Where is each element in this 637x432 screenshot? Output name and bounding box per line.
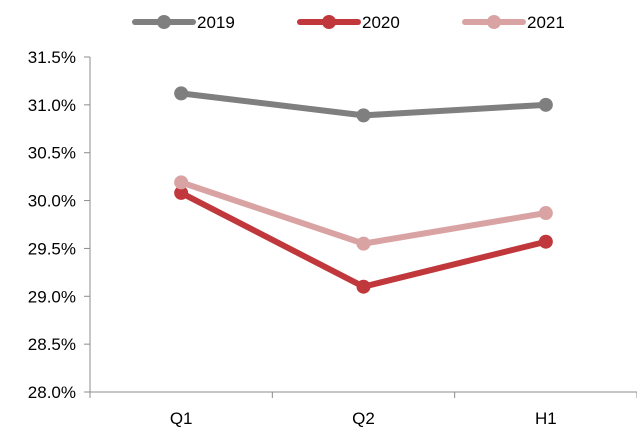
data-point <box>174 86 189 101</box>
data-point <box>538 234 553 249</box>
legend-swatch-marker <box>322 15 336 29</box>
data-point <box>174 185 189 200</box>
legend-label: 2020 <box>362 13 400 32</box>
legend-item-2021: 2021 <box>462 13 565 32</box>
series-2019 <box>174 86 553 123</box>
y-tick-label: 28.0% <box>28 383 76 402</box>
y-tick-label: 29.5% <box>28 239 76 258</box>
y-tick-label: 31.0% <box>28 96 76 115</box>
x-tick-label: H1 <box>535 409 557 428</box>
y-tick-label: 28.5% <box>28 335 76 354</box>
data-point <box>356 108 371 123</box>
x-tick-label: Q1 <box>170 409 193 428</box>
data-point <box>538 206 553 221</box>
data-point <box>174 175 189 190</box>
y-tick-label: 31.5% <box>28 48 76 67</box>
legend: 2019 2020 2021 <box>132 13 565 32</box>
x-tick-label: Q2 <box>352 409 375 428</box>
legend-swatch-marker <box>487 15 501 29</box>
legend-item-2019: 2019 <box>132 13 235 32</box>
data-point <box>356 236 371 251</box>
y-tick-label: 29.0% <box>28 287 76 306</box>
series-line <box>178 179 549 247</box>
legend-label: 2021 <box>527 13 565 32</box>
y-tick-label: 30.0% <box>28 192 76 211</box>
series-group <box>174 86 553 294</box>
data-point <box>538 97 553 112</box>
series-2020 <box>174 185 553 294</box>
legend-swatch-marker <box>157 15 171 29</box>
y-tick-label: 30.5% <box>28 144 76 163</box>
legend-label: 2019 <box>197 13 235 32</box>
series-2021 <box>174 175 553 251</box>
axes: 28.0% 28.5% 29.0% 29.5% 30.0% 30.5% 31.0% 31.5%… <box>28 48 637 428</box>
data-point <box>356 279 371 294</box>
legend-item-2020: 2020 <box>297 13 400 32</box>
